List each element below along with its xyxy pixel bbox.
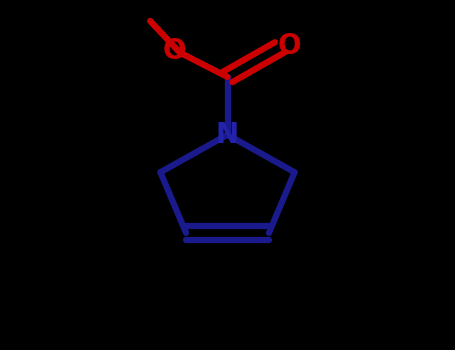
Text: O: O [278,32,302,60]
Text: N: N [216,121,239,149]
Text: O: O [162,37,186,65]
